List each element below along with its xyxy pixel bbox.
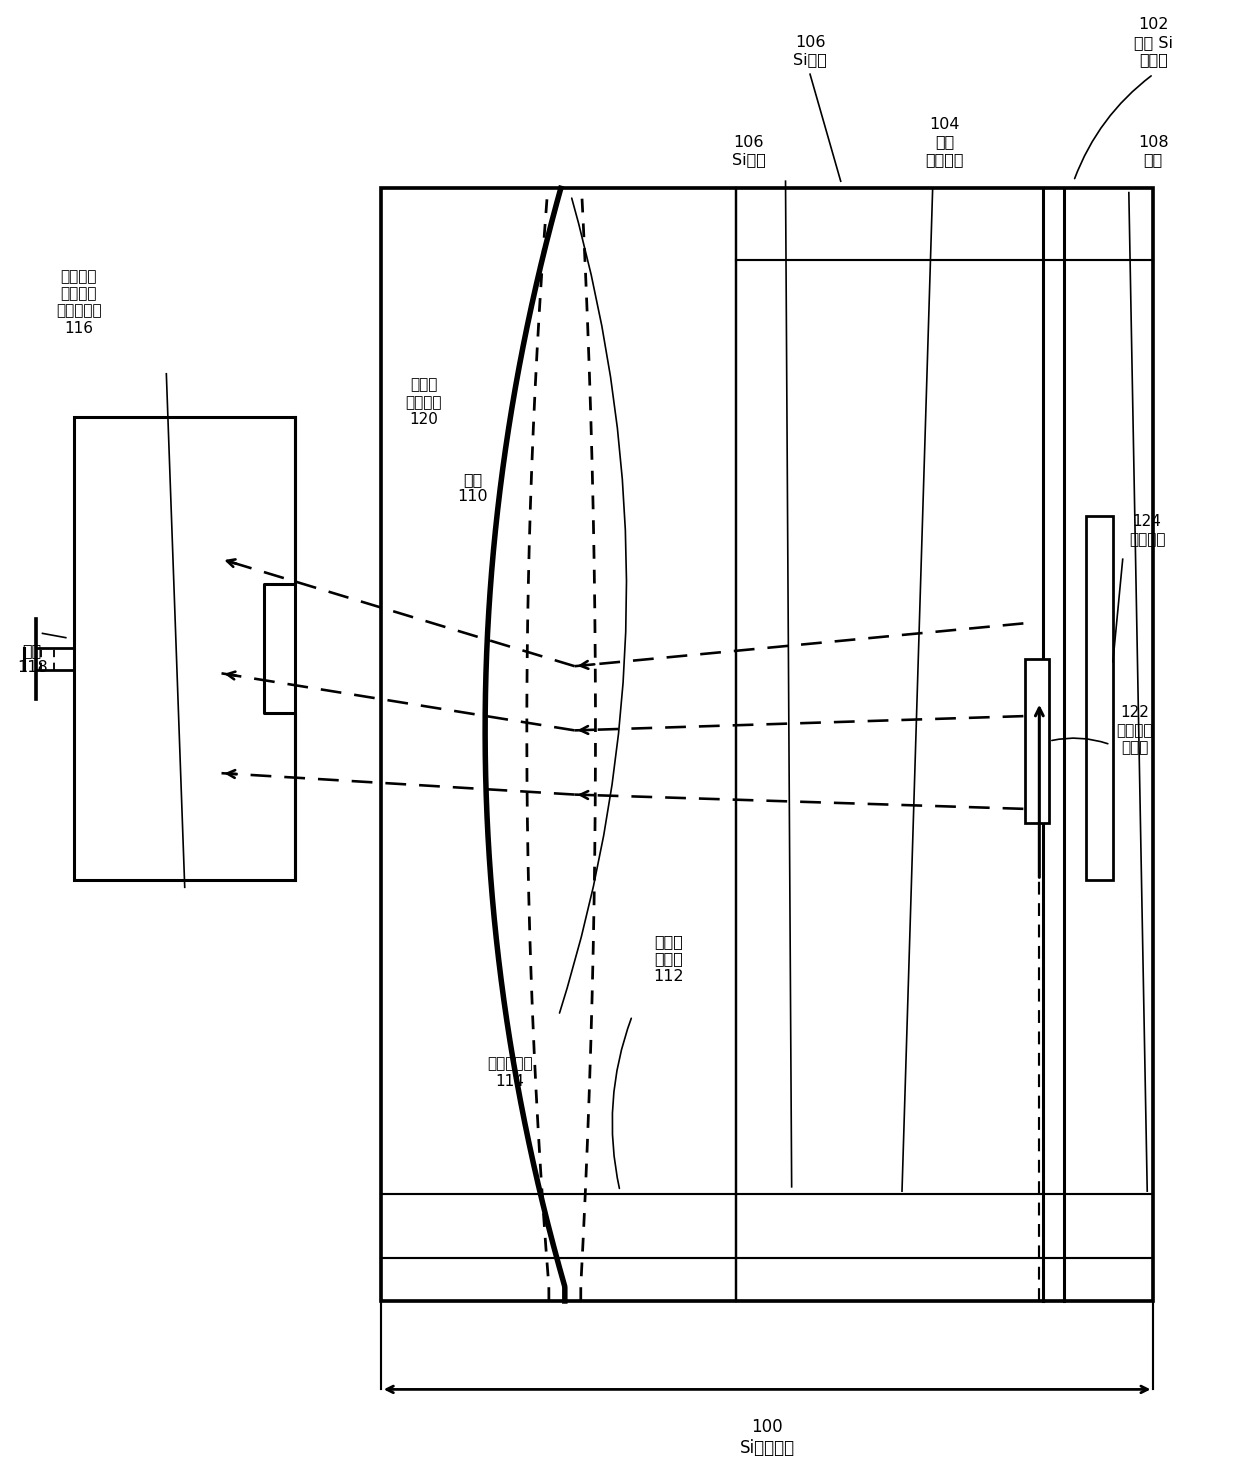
Text: 具有集成
微透镜的
光纤连接器
116: 具有集成 微透镜的 光纤连接器 116 (56, 269, 102, 336)
Text: 背侧
110: 背侧 110 (458, 472, 489, 504)
Text: 106
Si衬底: 106 Si衬底 (732, 135, 765, 167)
Text: 蚀刻的
背侧腔
112: 蚀刻的 背侧腔 112 (653, 934, 684, 984)
Text: 集成微透镜
114: 集成微透镜 114 (487, 1056, 532, 1089)
Text: 124
反射结构: 124 反射结构 (1128, 514, 1166, 546)
Text: 122
衍射光栅
耦合器: 122 衍射光栅 耦合器 (1116, 705, 1153, 755)
Text: 准直的
光学信号
120: 准直的 光学信号 120 (405, 378, 443, 427)
Bar (1086, 517, 1112, 880)
Bar (381, 188, 1153, 1302)
Text: 108
前侧: 108 前侧 (1138, 135, 1168, 167)
Text: 102
有源 Si
光子层: 102 有源 Si 光子层 (1133, 18, 1173, 68)
Text: 106
Si衬底: 106 Si衬底 (794, 35, 827, 68)
Text: 100
Si光子芯片: 100 Si光子芯片 (739, 1418, 795, 1457)
Bar (74, 417, 295, 880)
Bar (1024, 660, 1049, 823)
Text: 光纤
118: 光纤 118 (17, 643, 47, 676)
Text: 104
掩埋
氧化物层: 104 掩埋 氧化物层 (926, 118, 965, 167)
